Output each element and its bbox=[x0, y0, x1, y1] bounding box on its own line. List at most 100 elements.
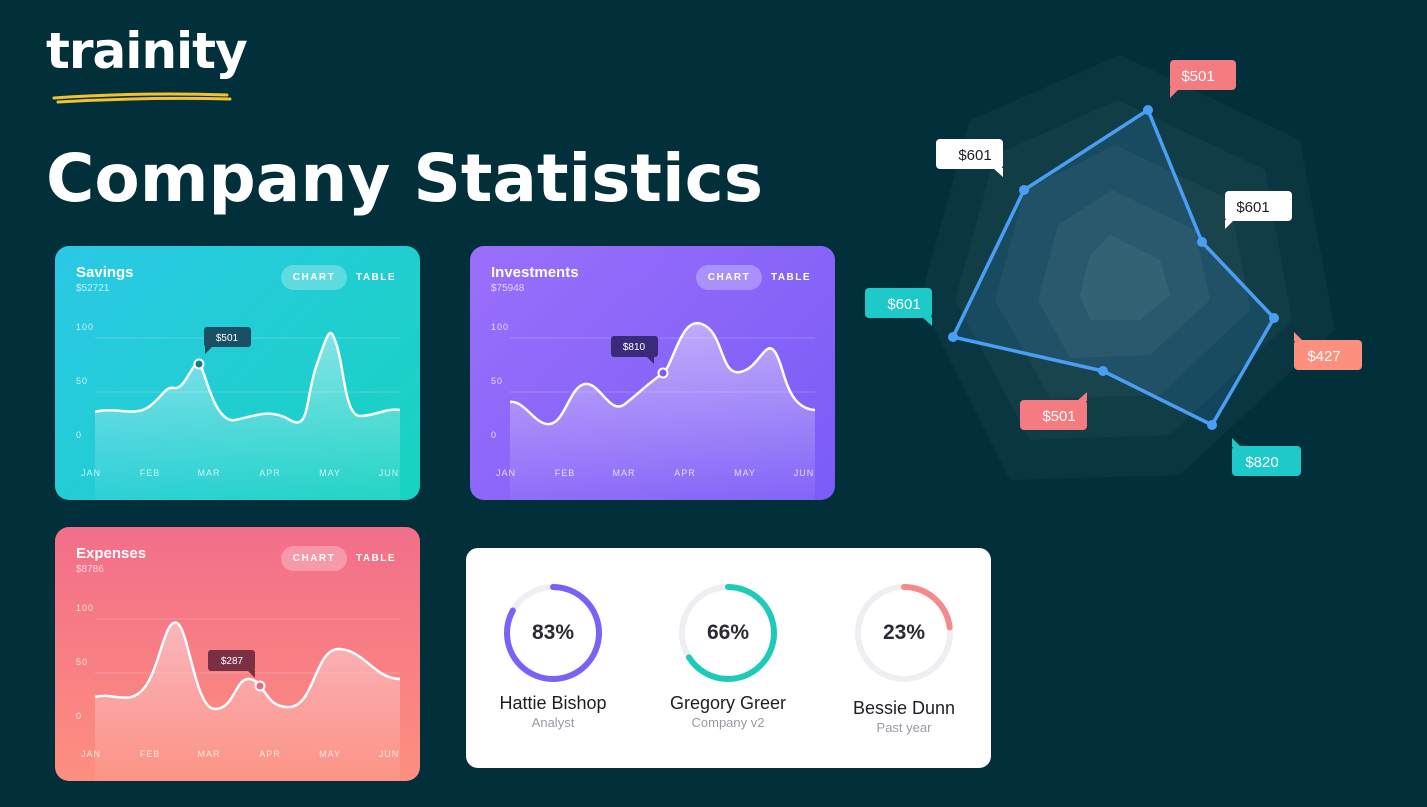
x-tick: APR bbox=[259, 468, 281, 478]
radar-label-text: $820 bbox=[1245, 454, 1278, 471]
radar-label-text: $501 bbox=[1042, 408, 1075, 425]
radar-label: $501 bbox=[1020, 392, 1087, 430]
radar-label-text: $601 bbox=[958, 147, 991, 164]
table-tab[interactable]: TABLE bbox=[770, 272, 812, 283]
savings-chart: 100 50 0 $501 JAN FEB MAR APR MAY JUN bbox=[76, 322, 401, 500]
expenses-tooltip-tail bbox=[247, 670, 255, 678]
expenses-line bbox=[94, 621, 401, 711]
x-tick: MAR bbox=[198, 749, 221, 759]
radar-label: $601 bbox=[865, 288, 932, 326]
radar-series-polygon bbox=[951, 108, 1276, 427]
expenses-point-marker[interactable] bbox=[254, 680, 266, 692]
person-role: Analyst bbox=[531, 715, 575, 730]
y-tick: 0 bbox=[76, 711, 82, 721]
savings-tooltip-tail bbox=[205, 346, 213, 354]
card-title: Expenses bbox=[76, 545, 147, 562]
progress-ring: 83% bbox=[501, 581, 605, 685]
expenses-chart: 100 50 0 $287 JAN FEB MAR APR MAY JUN bbox=[76, 603, 401, 781]
person-name: Hattie Bishop bbox=[499, 693, 607, 713]
percent-label: 83% bbox=[531, 621, 575, 644]
radar-label: $820 bbox=[1232, 438, 1301, 476]
investments-line bbox=[509, 321, 816, 426]
person-name: Bessie Dunn bbox=[852, 698, 956, 718]
savings-point-marker[interactable] bbox=[193, 358, 205, 370]
x-tick: MAY bbox=[319, 749, 341, 759]
person-bessie-dunn[interactable]: 23% Bessie Dunn Past year bbox=[819, 581, 989, 735]
progress-card: 83% Hattie Bishop Analyst 66% Gregory Gr… bbox=[466, 548, 991, 768]
ring-progress bbox=[504, 584, 602, 682]
person-role: Past year bbox=[876, 720, 932, 735]
investments-tooltip-tail bbox=[646, 356, 654, 364]
investments-card: 100 50 0 $810 JAN FEB MAR APR MAY JUN In… bbox=[470, 246, 835, 500]
x-tick: MAR bbox=[613, 468, 636, 478]
radar-point[interactable] bbox=[1098, 366, 1108, 376]
chart-tab[interactable]: CHART bbox=[281, 546, 347, 571]
radar-label: $601 bbox=[1225, 191, 1292, 229]
radar-point[interactable] bbox=[1207, 420, 1217, 430]
person-gregory-greer[interactable]: 66% Gregory Greer Company v2 bbox=[643, 581, 813, 730]
person-hattie-bishop[interactable]: 83% Hattie Bishop Analyst bbox=[468, 581, 638, 730]
radar-point[interactable] bbox=[948, 332, 958, 342]
radar-web-ring bbox=[995, 145, 1250, 398]
person-name: Gregory Greer bbox=[669, 693, 787, 713]
table-tab[interactable]: TABLE bbox=[355, 553, 397, 564]
investments-point-marker[interactable] bbox=[657, 367, 669, 379]
logo-underline-icon bbox=[52, 92, 232, 104]
savings-card: 100 50 0 $501 JAN FEB MAR APR MAY JUN Sa… bbox=[55, 246, 420, 500]
y-tick: 0 bbox=[76, 430, 82, 440]
percent-label: 23% bbox=[882, 621, 926, 644]
person-role: Company v2 bbox=[691, 715, 765, 730]
percent-label: 66% bbox=[706, 621, 750, 644]
progress-ring-svg bbox=[679, 584, 777, 682]
radar-label: $501 bbox=[1170, 60, 1236, 98]
expenses-card: 100 50 0 $287 JAN FEB MAR APR MAY JUN Ex… bbox=[55, 527, 420, 781]
progress-ring: 66% bbox=[676, 581, 780, 685]
y-tick: 50 bbox=[76, 657, 88, 667]
x-tick: JUN bbox=[379, 468, 400, 478]
x-tick: FEB bbox=[555, 468, 576, 478]
progress-ring-svg bbox=[855, 584, 953, 682]
x-tick: APR bbox=[259, 749, 281, 759]
radar-label-text: $601 bbox=[887, 296, 920, 313]
radar-point[interactable] bbox=[1269, 313, 1279, 323]
x-tick: FEB bbox=[140, 468, 161, 478]
x-tick: JAN bbox=[496, 468, 516, 478]
radar-label: $427 bbox=[1294, 332, 1362, 370]
savings-area bbox=[95, 333, 400, 500]
x-tick: JUN bbox=[794, 468, 815, 478]
radar-point[interactable] bbox=[1197, 237, 1207, 247]
chart-tab[interactable]: CHART bbox=[696, 265, 762, 290]
radar-label-text: $601 bbox=[1236, 199, 1269, 216]
card-title: Savings bbox=[76, 264, 134, 281]
investments-area bbox=[510, 323, 815, 500]
radar-web-ring bbox=[1038, 190, 1210, 358]
x-tick: MAY bbox=[319, 468, 341, 478]
y-tick: 50 bbox=[491, 376, 503, 386]
card-amount: $75948 bbox=[491, 283, 525, 294]
x-tick: FEB bbox=[140, 749, 161, 759]
card-amount: $52721 bbox=[76, 283, 110, 294]
x-tick: APR bbox=[674, 468, 696, 478]
card-amount: $8786 bbox=[76, 564, 104, 575]
x-tick: MAY bbox=[734, 468, 756, 478]
radar-point[interactable] bbox=[1143, 105, 1153, 115]
radar-chart: $501 $601 $601 $601 $427 $501 bbox=[865, 60, 1362, 476]
investments-chart: 100 50 0 $810 JAN FEB MAR APR MAY JUN bbox=[491, 321, 816, 500]
x-tick: JAN bbox=[81, 749, 101, 759]
logo-text: trainity bbox=[46, 22, 248, 80]
savings-tooltip bbox=[204, 327, 251, 347]
ring-progress bbox=[679, 584, 777, 682]
radar-label-text: $501 bbox=[1181, 68, 1214, 85]
chart-tab[interactable]: CHART bbox=[281, 265, 347, 290]
y-tick: 0 bbox=[491, 430, 497, 440]
progress-ring-svg bbox=[504, 584, 602, 682]
y-tick: 50 bbox=[76, 376, 88, 386]
savings-tooltip-text: $501 bbox=[216, 333, 239, 344]
y-tick: 100 bbox=[76, 603, 94, 613]
ring-progress bbox=[855, 584, 953, 682]
table-tab[interactable]: TABLE bbox=[355, 272, 397, 283]
x-tick: MAR bbox=[198, 468, 221, 478]
radar-point[interactable] bbox=[1019, 185, 1029, 195]
progress-ring: 23% bbox=[852, 581, 956, 685]
investments-tooltip bbox=[611, 336, 658, 357]
